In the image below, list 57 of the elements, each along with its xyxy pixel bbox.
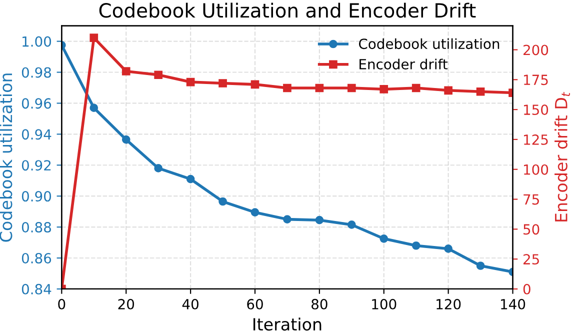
y2-tick-label: 0 <box>523 284 530 294</box>
x-axis-title: Iteration <box>254 318 322 331</box>
y-tick-label: 0.86 <box>22 252 52 264</box>
y2-tick-label: 125 <box>524 134 548 145</box>
point <box>186 174 195 184</box>
legend-label: Encoder drift <box>360 58 448 70</box>
y-tick-label: 0.92 <box>22 160 51 171</box>
y2-tick-label: 75 <box>524 194 539 205</box>
point <box>283 215 292 224</box>
point <box>283 84 292 92</box>
y-tick-label: 0.94 <box>22 129 52 140</box>
point <box>154 70 162 80</box>
point <box>90 34 98 42</box>
point <box>347 220 356 229</box>
y2-tick-label: 50 <box>524 224 540 235</box>
point <box>186 78 195 86</box>
x-tick-label: 20 <box>118 298 134 310</box>
point <box>380 234 388 243</box>
y-tick-label: 0.84 <box>22 284 52 294</box>
point <box>380 85 388 94</box>
x-tick-label: 100 <box>372 298 396 310</box>
x-tick-label: 140 <box>501 298 526 310</box>
x-tick-label: 80 <box>312 298 328 310</box>
point <box>218 197 227 206</box>
y-tick-label: 0.90 <box>22 191 52 202</box>
point <box>444 244 452 253</box>
point <box>476 87 485 96</box>
point <box>315 84 324 92</box>
point <box>154 164 162 172</box>
point <box>90 104 98 112</box>
chart-title: Codebook Utilization and Encoder Drift <box>99 2 476 18</box>
y2-tick-label: 200 <box>524 44 548 56</box>
y2-tick-label: 100 <box>524 164 548 175</box>
y-tick-label: 0.96 <box>22 98 52 109</box>
y-tick-label: 0.88 <box>22 222 51 233</box>
y2-tick-label: 175 <box>524 74 548 86</box>
point <box>122 67 130 76</box>
point <box>412 241 420 250</box>
point <box>218 79 227 88</box>
point <box>250 208 260 217</box>
point <box>412 84 420 92</box>
x-tick-label: 120 <box>436 298 461 310</box>
x-tick-label: 60 <box>247 298 263 310</box>
point <box>347 84 356 92</box>
point <box>476 262 485 270</box>
point <box>315 216 324 224</box>
y2-tick-label: 25 <box>524 254 539 265</box>
point <box>250 80 260 89</box>
x-tick-label: 0 <box>58 298 66 310</box>
x-tick-label: 40 <box>182 298 198 310</box>
legend-label: Codebook utilization <box>358 38 500 50</box>
point <box>122 135 130 144</box>
y-tick-label: 1.00 <box>22 36 52 47</box>
y2-axis-title: Encoder drift D$_{t}$ <box>554 92 570 222</box>
y2-tick-label: 150 <box>524 104 548 116</box>
point <box>444 86 452 95</box>
y-tick-label: 0.98 <box>22 67 51 78</box>
